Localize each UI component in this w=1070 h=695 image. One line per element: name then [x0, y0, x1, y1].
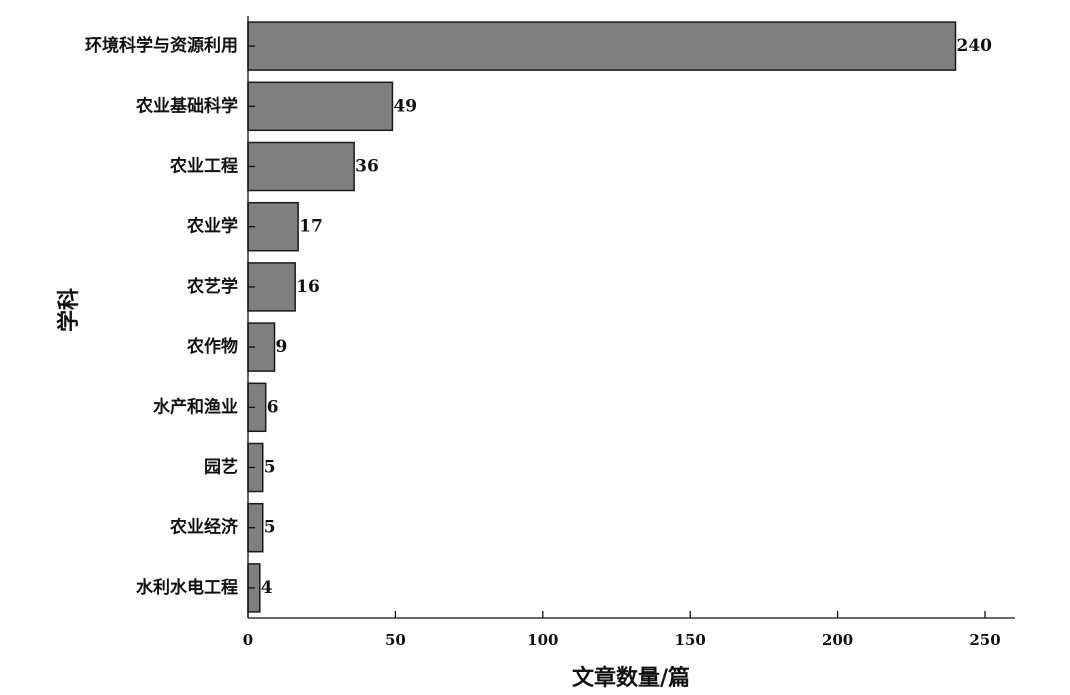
category-label: 农业学: [186, 216, 238, 237]
value-label: 4: [261, 578, 273, 598]
value-label: 36: [355, 157, 379, 177]
bar: [247, 141, 355, 192]
x-ticks: [247, 611, 986, 618]
x-tick-label: 200: [822, 631, 853, 649]
value-label: 49: [393, 96, 417, 116]
x-tick-labels: 0 50 100 150 200 250: [243, 631, 1001, 649]
bar: [247, 21, 957, 71]
x-tick-label: 250: [969, 631, 1000, 649]
bar: [247, 81, 394, 132]
category-label: 环境科学与资源利用: [85, 35, 238, 56]
category-label: 农业工程: [169, 156, 238, 177]
y-axis-title: 学科: [56, 288, 82, 332]
value-label: 5: [264, 518, 276, 538]
category-label: 农艺学: [186, 276, 238, 297]
value-label: 6: [267, 397, 279, 417]
value-label: 16: [296, 277, 320, 297]
value-label: 9: [276, 337, 288, 357]
x-tick-label: 50: [385, 631, 406, 649]
value-label: 5: [264, 458, 276, 478]
x-tick-label: 0: [243, 631, 253, 649]
category-label: 水产和渔业: [153, 396, 238, 417]
x-axis-title: 文章数量/篇: [572, 665, 690, 691]
value-label: 17: [299, 217, 323, 237]
value-label: 240: [957, 36, 993, 56]
category-label: 水利水电工程: [136, 577, 238, 598]
category-labels: 环境科学与资源利用农业基础科学农业工程农业学农艺学农作物水产和渔业园艺农业经济水…: [85, 35, 239, 598]
x-tick-label: 100: [527, 631, 558, 649]
value-labels: 240 49 36 17 16 9 6 5 5 4: [261, 36, 992, 598]
category-label: 农业经济: [169, 517, 239, 538]
category-ticks: [248, 45, 255, 589]
category-label: 农业基础科学: [135, 95, 238, 116]
x-tick-label: 150: [675, 631, 706, 649]
bar: [247, 201, 299, 252]
bars-layer: [247, 21, 957, 613]
bar: [247, 262, 296, 312]
category-label: 园艺: [204, 457, 238, 478]
category-label: 农作物: [186, 336, 238, 357]
